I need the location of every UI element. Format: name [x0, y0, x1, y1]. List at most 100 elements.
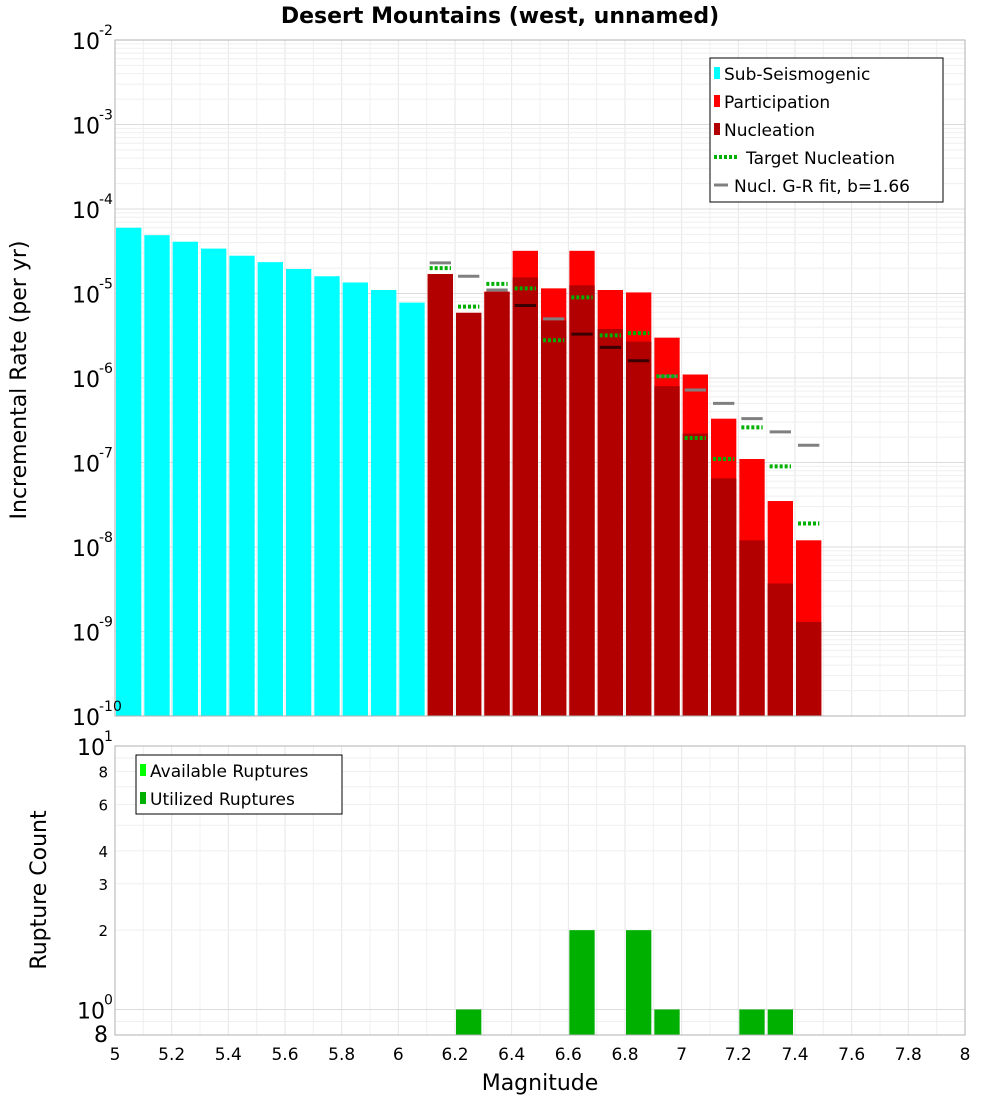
legend-label-gr-fit: Nucl. G-R fit, b=1.66	[734, 177, 910, 197]
legend-label-utilized-ruptures: Utilized Ruptures	[150, 790, 295, 810]
top-y-tick-exponent: -4	[99, 192, 113, 208]
x-tick-label: 6.6	[555, 1045, 582, 1065]
nucleation-bar	[796, 621, 822, 716]
bottom-legend: Available Ruptures Utilized Ruptures	[135, 754, 343, 815]
legend-label-sub-seismogenic: Sub-Seismogenic	[724, 65, 870, 85]
sub-seismogenic-bar	[116, 227, 142, 716]
top-y-tick-exponent: -7	[99, 446, 113, 462]
nucleation-bar	[456, 312, 482, 716]
bottom-y-tick-label: 10	[77, 736, 105, 761]
x-tick-label: 7.8	[895, 1045, 922, 1065]
top-y-axis-label: Incremental Rate (per yr)	[7, 241, 32, 520]
utilized-ruptures-bar	[767, 1009, 793, 1035]
bottom-y-minor-tick-label: 8	[94, 1023, 108, 1048]
nucleation-bar	[597, 329, 623, 716]
top-y-tick-exponent: -3	[99, 108, 113, 124]
bottom-y-minor-tick-label: 2	[98, 922, 108, 940]
top-y-tick-label: 10	[72, 706, 100, 731]
bottom-plot-frame	[114, 745, 966, 1036]
x-axis-label: Magnitude	[482, 1071, 599, 1096]
legend-swatch-sub-seismogenic	[714, 67, 720, 79]
x-ticks: 5 5.2 5.4 5.6 5.8 6 6.2 6.4 6.6 6.8 7 7.2 7.4 7.6 7.8 8	[110, 1045, 971, 1065]
top-y-tick-exponent: -10	[99, 699, 122, 715]
sub-seismogenic-bar	[342, 282, 368, 716]
top-y-tick-exponent: -2	[99, 23, 113, 39]
nucleation-bar	[767, 583, 793, 716]
top-lines	[429, 261, 820, 526]
top-y-tick-label: 10	[72, 115, 100, 140]
top-y-tick-label: 10	[72, 199, 100, 224]
sub-seismogenic-bar	[201, 248, 227, 716]
utilized-ruptures-bar	[654, 1009, 680, 1035]
sub-seismogenic-bar	[314, 276, 340, 716]
sub-seismogenic-bar	[371, 290, 397, 716]
top-plot: 10-210-310-410-510-610-710-810-910-10 De…	[7, 4, 966, 731]
top-y-tick-exponent: -5	[99, 277, 113, 293]
bottom-y-axis-label: Rupture Count	[27, 810, 52, 970]
top-grid	[114, 40, 966, 717]
top-y-tick-label: 10	[72, 537, 100, 562]
nucleation-bar	[711, 478, 737, 716]
top-y-tick-exponent: -6	[99, 361, 113, 377]
top-y-tick-label: 10	[72, 622, 100, 647]
nucleation-bar	[541, 320, 567, 716]
nucleation-bar	[512, 277, 538, 716]
sub-seismogenic-bar	[257, 262, 283, 716]
x-tick-label: 7.6	[838, 1045, 865, 1065]
legend-swatch-participation	[714, 95, 720, 107]
top-y-ticks: 10-210-310-410-510-610-710-810-910-10	[72, 23, 122, 731]
x-tick-label: 5.4	[215, 1045, 242, 1065]
sub-seismogenic-bar	[286, 268, 312, 716]
chart-title: Desert Mountains (west, unnamed)	[281, 4, 719, 29]
top-y-tick-exponent: -8	[99, 530, 113, 546]
legend-swatch-utilized-ruptures	[140, 792, 146, 804]
sub-seismogenic-bar	[399, 302, 425, 716]
nucleation-bar	[427, 274, 453, 716]
sub-seismogenic-bar	[172, 241, 198, 716]
top-legend-box	[709, 57, 944, 203]
legend-swatch-nucleation	[714, 123, 720, 135]
x-tick-label: 7	[676, 1045, 687, 1065]
x-tick-label: 6	[393, 1045, 404, 1065]
bottom-y-minor-tick-label: 3	[98, 876, 108, 894]
utilized-ruptures-bar	[739, 1009, 765, 1035]
legend-swatch-available-ruptures	[140, 764, 146, 776]
top-y-tick-label: 10	[72, 284, 100, 309]
top-legend: Sub-Seismogenic Participation Nucleation…	[709, 57, 944, 203]
bottom-y-tick-exponent: 1	[104, 729, 113, 745]
x-tick-label: 7.4	[781, 1045, 808, 1065]
legend-label-nucleation: Nucleation	[724, 121, 815, 141]
utilized-ruptures-bar	[456, 1009, 482, 1035]
nucleation-bar	[626, 341, 652, 716]
x-tick-label: 8	[960, 1045, 971, 1065]
bottom-y-tick-label: 10	[77, 999, 105, 1024]
legend-label-available-ruptures: Available Ruptures	[150, 762, 308, 782]
nucleation-bar	[484, 291, 510, 716]
utilized-ruptures-bar	[569, 930, 595, 1035]
nucleation-bar	[682, 433, 708, 716]
top-plot-frame	[114, 39, 966, 717]
bottom-legend-box	[135, 754, 343, 815]
x-tick-label: 6.4	[498, 1045, 525, 1065]
x-tick-label: 6.8	[611, 1045, 638, 1065]
x-tick-label: 5.6	[271, 1045, 298, 1065]
top-y-tick-label: 10	[72, 368, 100, 393]
nucleation-bar	[569, 285, 595, 716]
x-tick-label: 5.2	[158, 1045, 185, 1065]
x-tick-label: 6.2	[441, 1045, 468, 1065]
top-y-tick-label: 10	[72, 453, 100, 478]
bottom-y-minor-tick-label: 4	[98, 843, 108, 861]
x-tick-label: 5	[110, 1045, 121, 1065]
legend-label-target-nucleation: Target Nucleation	[745, 149, 895, 169]
nucleation-bar	[739, 540, 765, 716]
x-tick-label: 7.2	[725, 1045, 752, 1065]
x-tick-label: 5.8	[328, 1045, 355, 1065]
bottom-y-minor-tick-label: 6	[98, 796, 108, 814]
bottom-y-minor-tick-label: 8	[98, 764, 108, 782]
top-y-tick-label: 10	[72, 30, 100, 55]
bottom-bars	[456, 930, 793, 1035]
